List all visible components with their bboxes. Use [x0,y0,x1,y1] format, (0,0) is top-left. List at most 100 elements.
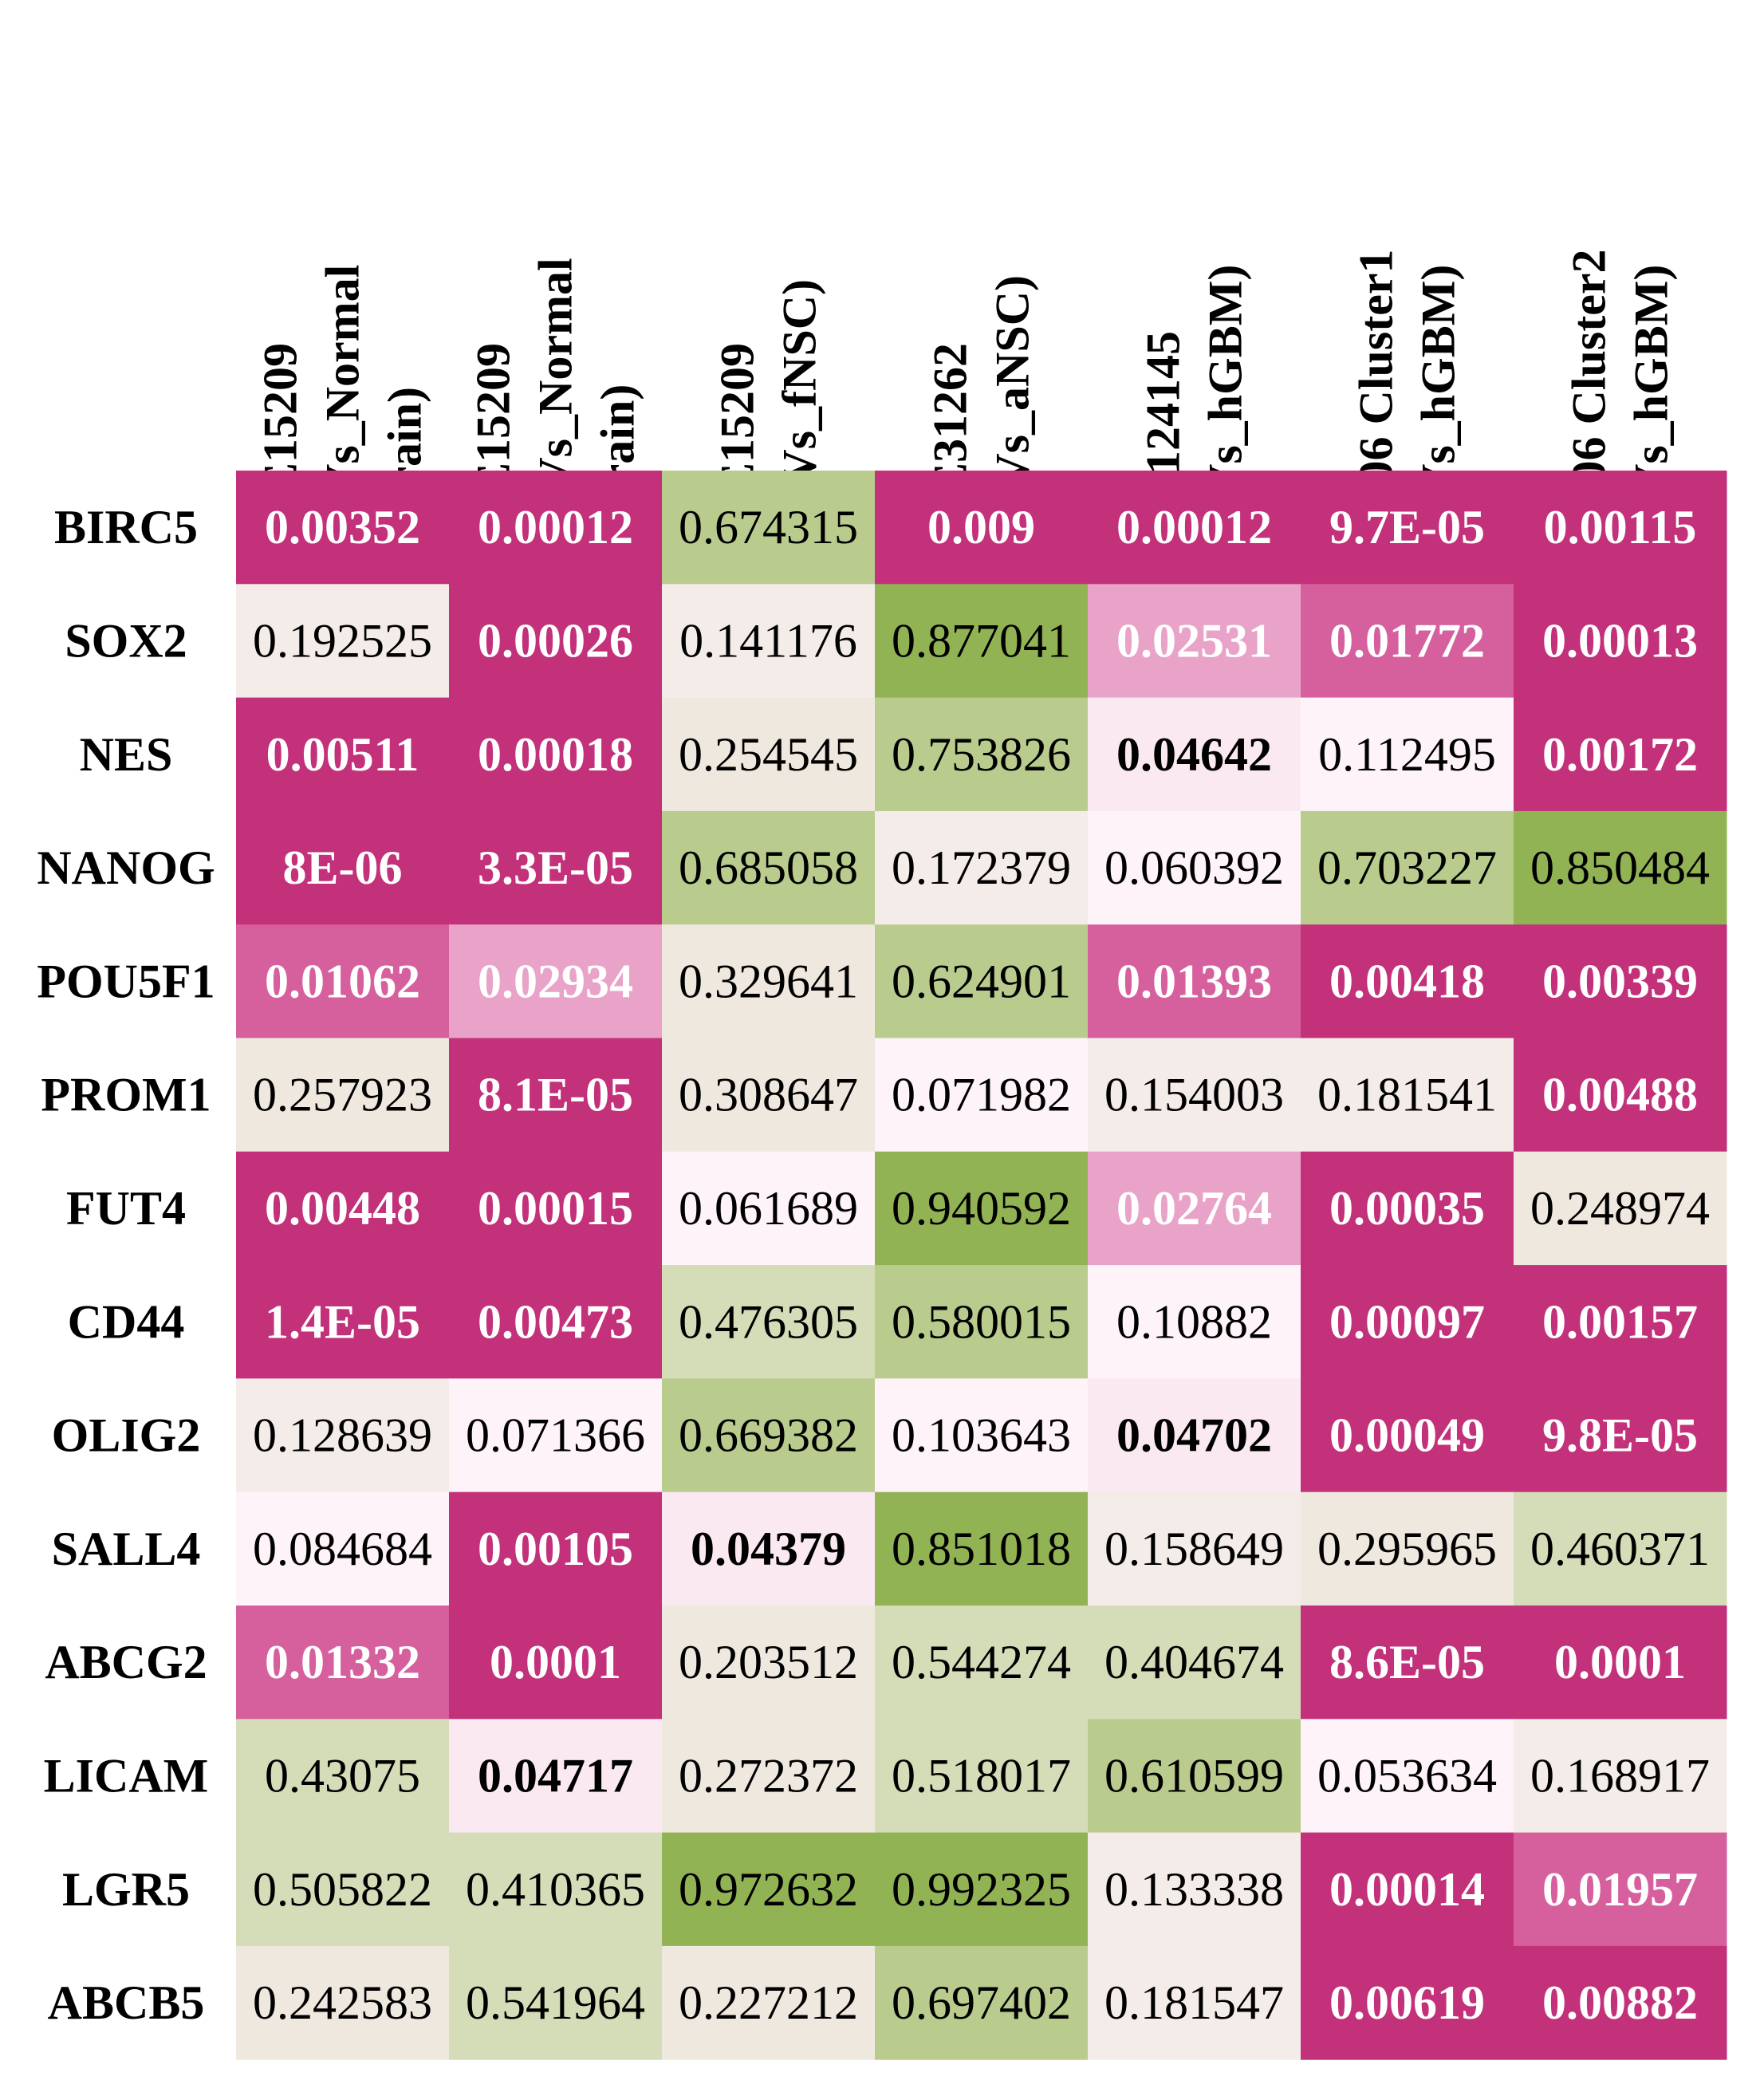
cell-value-label: 0.172379 [892,841,1071,894]
heatmap-cell [1301,810,1514,925]
heatmap-cell [1514,1832,1727,1947]
cell-value-label: 0.154003 [1104,1069,1284,1121]
heatmap-cell [875,810,1089,925]
cell-value-label: 0.43075 [265,1749,420,1802]
cell-value-label: 0.192525 [253,614,432,667]
cell-value-label: 0.00026 [478,614,633,667]
cell-value-label: 0.248974 [1530,1182,1710,1235]
heatmap-cell [1514,697,1727,812]
heatmap-cell [875,1378,1089,1493]
cell-value-label: 0.181541 [1317,1069,1497,1121]
heatmap-cell [662,1265,876,1379]
heatmap-cell [1514,1491,1727,1606]
cell-value-label: 8E-06 [283,841,403,894]
heatmap-cell [1514,1606,1727,1720]
heatmap-cell [875,584,1089,699]
heatmap-cell [236,1378,450,1493]
cell-value-label: 0.877041 [892,614,1071,667]
heatmap-cell [875,471,1089,585]
heatmap-cell [662,471,876,585]
row-label: FUT4 [66,1182,186,1235]
heatmap-cell [449,810,663,925]
heatmap-cell [662,924,876,1038]
cell-value-label: 0.00115 [1544,501,1697,554]
heatmap-cell [875,1945,1089,2060]
heatmap-cell [1088,1151,1301,1266]
heatmap-cell [875,697,1089,812]
row-label: CD44 [68,1295,185,1348]
heatmap-cell [1088,1606,1301,1720]
heatmap-cell [449,1491,663,1606]
row-labels: BIRC5 SOX2 NES NANOG POU5F1 PROM1 FUT4 CD44 OLIG… [37,501,215,2029]
cell-value-label: 0.257923 [253,1069,432,1121]
heatmap-cell [1301,584,1514,699]
heatmap-cell [662,1832,876,1947]
cell-value-label: 0.00339 [1542,955,1698,1007]
heatmap-cell [236,1606,450,1720]
heatmap-cell [236,924,450,1038]
row-label: ABCB5 [48,1976,205,2029]
heatmap-cell [1088,924,1301,1038]
heatmap-cell [662,1945,876,2060]
cell-value-label: 0.580015 [892,1295,1071,1348]
heatmap-cell [1514,1038,1727,1152]
cell-value-label: 0.227212 [679,1976,858,2029]
heatmap-cell [449,471,663,585]
heatmap-cell [236,1491,450,1606]
cell-value-label: 0.0001 [1554,1636,1686,1688]
row-label: BIRC5 [54,501,198,554]
cell-value-label: 0.460371 [1530,1523,1710,1575]
cell-value-label: 0.01393 [1116,955,1272,1007]
heatmap-cell [1301,1491,1514,1606]
heatmap-cell [1301,697,1514,812]
cell-value-label: 0.071982 [892,1069,1071,1121]
heatmap-cells: 0.00352 0.00012 0.674315 0.009 0.00012 9.7E-0… [236,471,1727,2060]
heatmap-cell [1301,924,1514,1038]
cell-value-label: 0.308647 [679,1069,858,1121]
heatmap-cell [875,924,1089,1038]
cell-value-label: 0.01332 [265,1636,420,1688]
heatmap-cell [449,1378,663,1493]
cell-value-label: 0.10882 [1116,1295,1272,1348]
row-label: PROM1 [41,1069,211,1121]
cell-value-label: 9.8E-05 [1542,1409,1698,1462]
heatmap-cell [236,584,450,699]
cell-value-label: 0.674315 [679,501,858,554]
heatmap-cell [449,1038,663,1152]
row-label: POU5F1 [37,955,215,1007]
heatmap-cell [449,1606,663,1720]
cell-value-label: 0.00013 [1542,614,1698,667]
heatmap-cell [1301,1606,1514,1720]
heatmap-cell [449,1719,663,1834]
heatmap-cell [449,697,663,812]
heatmap-cell [1088,1945,1301,2060]
heatmap-cell [662,1378,876,1493]
heatmap-cell [449,584,663,699]
heatmap-cell [1301,471,1514,585]
heatmap-cell [449,1151,663,1266]
cell-value-label: 0.061689 [679,1182,858,1235]
heatmap-cell [1088,1491,1301,1606]
cell-value-label: 0.133338 [1104,1863,1284,1916]
cell-value-label: 0.476305 [679,1295,858,1348]
heatmap-cell [1301,1719,1514,1834]
cell-value-label: 0.181547 [1104,1976,1284,2029]
heatmap-cell [1514,810,1727,925]
heatmap-cell [449,1265,663,1379]
cell-value-label: 0.04717 [478,1749,633,1802]
cell-value-label: 0.00418 [1329,955,1485,1007]
cell-value-label: 0.00448 [265,1182,420,1235]
heatmap-cell [1088,1265,1301,1379]
heatmap-cell [1301,1378,1514,1493]
row-label: NANOG [37,841,215,894]
cell-value-label: 0.00511 [266,728,419,781]
cell-value-label: 0.850484 [1530,841,1710,894]
cell-value-label: 0.01957 [1542,1863,1698,1916]
row-label: SALL4 [52,1523,201,1575]
cell-value-label: 0.00488 [1542,1069,1698,1121]
heatmap-cell [236,697,450,812]
heatmap-cell [1088,1832,1301,1947]
row-label: SOX2 [65,614,187,667]
cell-value-label: 0.01772 [1329,614,1485,667]
